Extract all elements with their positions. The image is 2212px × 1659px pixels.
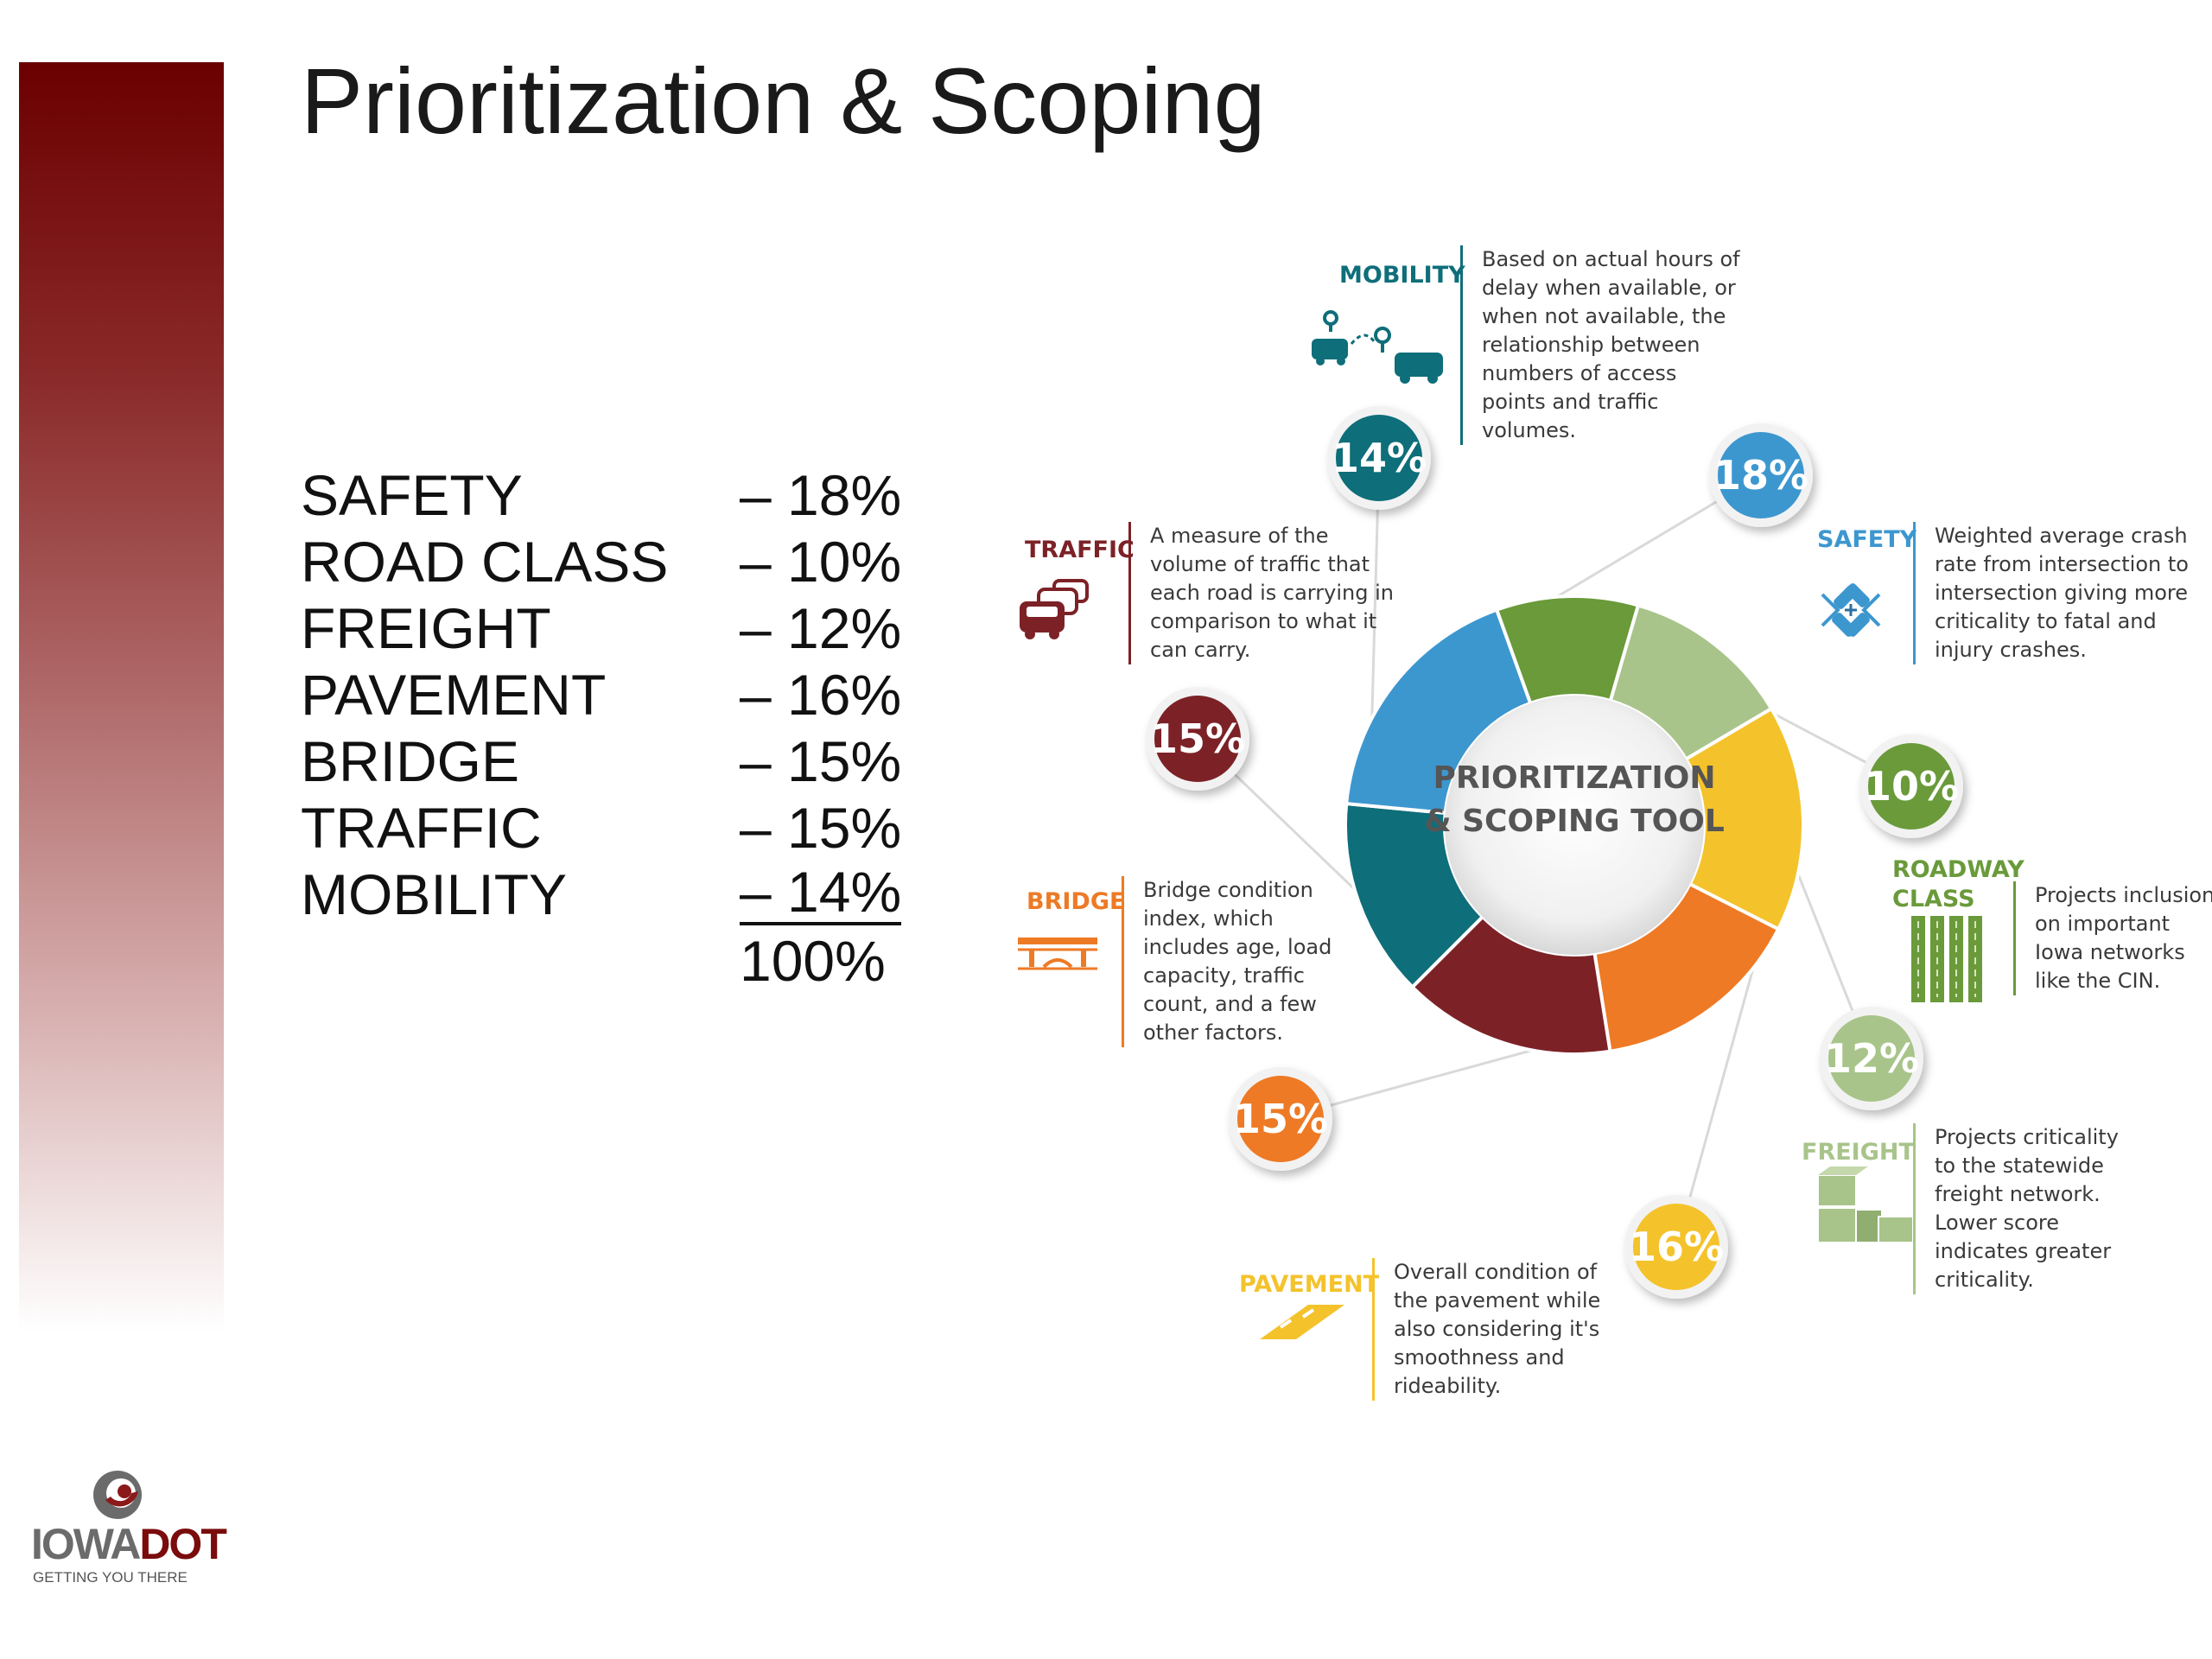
description-bridge: Bridge condition index, which includes a… — [1122, 876, 1338, 1047]
description-freight: Projects criticality to the statewide fr… — [1913, 1123, 2133, 1294]
description-roadway-class: Projects inclusion on important Iowa net… — [2013, 881, 2212, 995]
percent-badge-label: 18% — [1713, 452, 1808, 499]
center-label-line-2: & SCOPING TOOL — [1424, 804, 1725, 839]
category-label-safety: SAFETY — [1817, 526, 1917, 553]
weight-row-safety: SAFETY – 18% — [301, 462, 906, 529]
description-pavement: Overall condition of the pavement while … — [1372, 1258, 1618, 1401]
logo-tagline: GETTING YOU THERE — [33, 1569, 188, 1586]
weight-row-pavement: PAVEMENT – 16% — [301, 662, 906, 728]
donut-center — [1445, 696, 1704, 955]
weight-value: – 10% — [740, 530, 902, 594]
percent-badge-label: 14% — [1332, 435, 1427, 481]
description-safety: Weighted average crash rate from interse… — [1913, 522, 2194, 664]
percent-badge-label: 15% — [1150, 715, 1245, 762]
weight-row-road-class: ROAD CLASS – 10% — [301, 529, 906, 595]
weight-name: ROAD CLASS — [301, 530, 669, 594]
weight-name: MOBILITY — [301, 862, 568, 926]
logo-brand-a: IOWA — [31, 1520, 141, 1568]
weight-total-row: 100% — [301, 928, 906, 995]
weight-value: – 15% — [740, 796, 902, 860]
category-label-roadway-class: ROADWAY CLASS — [1892, 856, 2024, 912]
weight-value: – 15% — [740, 729, 902, 793]
percent-badge-label: 10% — [1864, 763, 1959, 810]
category-label-traffic: TRAFFIC — [1025, 537, 1135, 563]
percent-badge-freight: 12% — [1820, 1007, 1923, 1110]
weight-total: 100% — [740, 929, 886, 993]
iowadot-logo: IOWADOT GETTING YOU THERE — [31, 1460, 227, 1590]
logo-wordmark: IOWADOT — [31, 1520, 227, 1568]
percent-badge-safety: 18% — [1709, 423, 1813, 527]
weight-name: PAVEMENT — [301, 663, 607, 727]
percent-badge-mobility: 14% — [1327, 406, 1431, 510]
category-label-pavement: PAVEMENT — [1239, 1271, 1380, 1298]
weight-row-mobility: MOBILITY – 14% — [301, 861, 906, 928]
logo-swirl-icon — [93, 1471, 142, 1519]
decorative-side-bar — [19, 62, 224, 1332]
weight-value: – 12% — [740, 596, 902, 660]
weight-row-traffic: TRAFFIC – 15% — [301, 795, 906, 861]
weight-value: – 14% — [740, 860, 902, 925]
weight-value: – 18% — [740, 463, 902, 527]
weight-name: BRIDGE — [301, 729, 520, 793]
weight-name: FREIGHT — [301, 596, 551, 660]
logo-brand-b: DOT — [139, 1520, 227, 1568]
bridge-icon — [1018, 938, 1097, 970]
percent-badge-label: 12% — [1824, 1035, 1919, 1082]
road-lanes-icon — [1911, 916, 1982, 1002]
weight-row-freight: FREIGHT – 12% — [301, 595, 906, 662]
center-label-line-1: PRIORITIZATION — [1433, 760, 1715, 796]
prioritization-infographic: PRIORITIZATION & SCOPING TOOL 14% 18% 10% 1… — [994, 233, 2212, 1443]
weight-name: TRAFFIC — [301, 796, 542, 860]
weight-row-bridge: BRIDGE – 15% — [301, 728, 906, 795]
percent-badge-label: 15% — [1233, 1096, 1328, 1142]
weight-value: – 16% — [740, 663, 902, 727]
description-traffic: A measure of the volume of traffic that … — [1128, 522, 1401, 664]
description-mobility: Based on actual hours of delay when avai… — [1460, 245, 1741, 445]
page-title: Prioritization & Scoping — [301, 48, 1266, 153]
crash-icon — [1821, 583, 1881, 637]
percent-badge-pavement: 16% — [1624, 1195, 1728, 1299]
category-label-bridge: BRIDGE — [1027, 888, 1126, 915]
weight-name: SAFETY — [301, 463, 523, 527]
percent-badge-bridge: 15% — [1229, 1067, 1332, 1171]
category-label-mobility: MOBILITY — [1339, 262, 1465, 289]
route-cars-icon — [1312, 310, 1443, 384]
percent-badge-label: 16% — [1629, 1224, 1724, 1270]
category-label-freight: FREIGHT — [1802, 1139, 1915, 1166]
traffic-cars-icon — [1020, 579, 1089, 639]
donut-chart: PRIORITIZATION & SCOPING TOOL 14% 18% 10% 1… — [1018, 310, 1982, 1339]
pavement-strip-icon — [1260, 1305, 1344, 1339]
weights-list: SAFETY – 18% ROAD CLASS – 10% FREIGHT – … — [301, 462, 906, 995]
percent-badge-road-class: 10% — [1859, 734, 1963, 838]
boxes-icon — [1817, 1166, 1914, 1243]
percent-badge-traffic: 15% — [1146, 687, 1249, 791]
